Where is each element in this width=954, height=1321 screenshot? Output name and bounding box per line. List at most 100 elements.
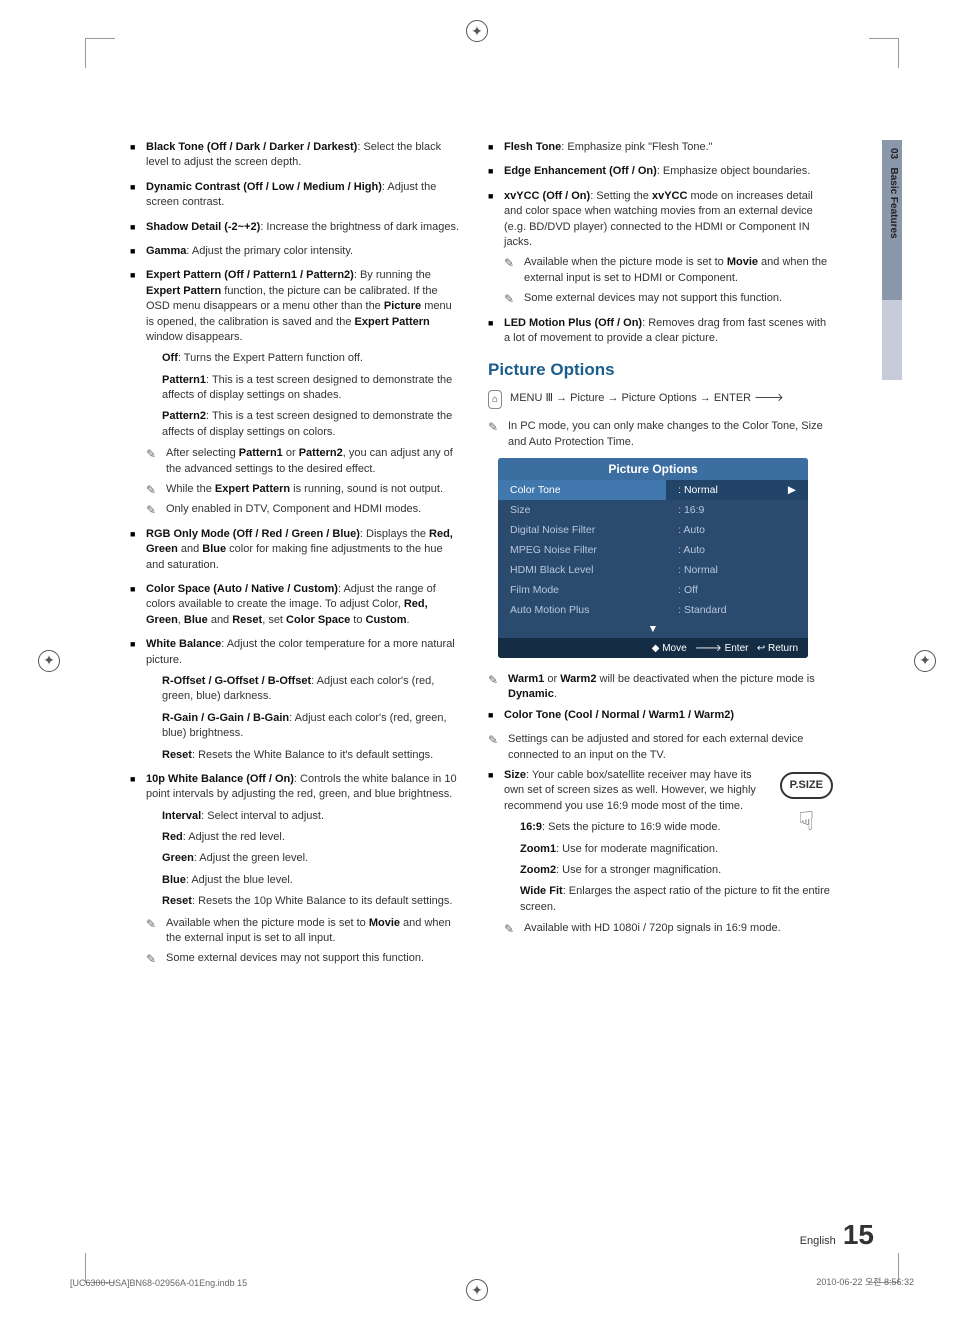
options-table: Color Tone: Normal▶Size: 16:9Digital Noi… — [498, 480, 808, 620]
remote-icon: ⌂ — [488, 390, 502, 409]
options-row[interactable]: Auto Motion Plus: Standard — [498, 600, 808, 620]
left-list: Black Tone (Off / Dark / Darker / Darkes… — [130, 140, 460, 967]
note-item: After selecting Pattern1 or Pattern2, yo… — [146, 446, 460, 477]
content-columns: Black Tone (Off / Dark / Darker / Darkes… — [130, 140, 874, 976]
list-item: P.SIZE☟Size: Your cable box/satellite re… — [488, 768, 833, 937]
sub-item: Zoom1: Use for moderate magnification. — [520, 842, 833, 857]
list-item: xvYCC (Off / On): Setting the xvYCC mode… — [488, 189, 833, 307]
arrow-right-icon[interactable]: ▶ — [776, 480, 808, 500]
registration-mark-icon — [466, 20, 488, 42]
return-hint: ↩ Return — [757, 643, 798, 654]
list-item: Color Space (Auto / Native / Custom): Ad… — [130, 582, 460, 628]
note-item: Available when the picture mode is set t… — [504, 255, 833, 286]
sub-item: R-Offset / G-Offset / B-Offset: Adjust e… — [162, 674, 460, 705]
note-item: Settings can be adjusted and stored for … — [488, 732, 833, 763]
option-label: Auto Motion Plus — [498, 600, 666, 620]
options-row[interactable]: Color Tone: Normal▶ — [498, 480, 808, 500]
sub-item: Reset: Resets the 10p White Balance to i… — [162, 894, 460, 909]
options-row[interactable]: MPEG Noise Filter: Auto — [498, 540, 808, 560]
section-heading: Picture Options — [488, 360, 833, 380]
page-number: English 15 — [800, 1219, 874, 1251]
item-sublist: Interval: Select interval to adjust. Red:… — [162, 809, 460, 910]
scroll-down-icon: ▼ — [498, 620, 808, 638]
item-sublist: R-Offset / G-Offset / B-Offset: Adjust e… — [162, 674, 460, 763]
registration-mark-icon — [466, 1279, 488, 1301]
list-item: Dynamic Contrast (Off / Low / Medium / H… — [130, 180, 460, 211]
item-text: White Balance: Adjust the color temperat… — [146, 638, 455, 665]
manual-page: 03 Basic Features Black Tone (Off / Dark… — [0, 0, 954, 1321]
sub-item: Interval: Select interval to adjust. — [162, 809, 460, 824]
hand-icon: ☟ — [780, 803, 833, 839]
note-item: Some external devices may not support th… — [146, 951, 460, 966]
sub-item: Green: Adjust the green level. — [162, 851, 460, 866]
psize-button[interactable]: P.SIZE — [780, 772, 833, 799]
options-box-title: Picture Options — [498, 458, 808, 480]
item-text: Color Space (Auto / Native / Custom): Ad… — [146, 583, 436, 626]
option-label: Color Tone — [498, 480, 666, 500]
options-row[interactable]: Digital Noise Filter: Auto — [498, 520, 808, 540]
item-text: LED Motion Plus (Off / On): Removes drag… — [504, 317, 826, 344]
right-bottom-list: Warm1 or Warm2 will be deactivated when … — [488, 672, 833, 936]
crop-mark — [869, 38, 899, 68]
sub-item: Pattern2: This is a test screen designed… — [162, 409, 460, 440]
option-label: HDMI Black Level — [498, 560, 666, 580]
page-lang: English — [800, 1235, 836, 1247]
item-text: Edge Enhancement (Off / On): Emphasize o… — [504, 165, 810, 177]
list-item: RGB Only Mode (Off / Red / Green / Blue)… — [130, 527, 460, 573]
list-item: Flesh Tone: Emphasize pink "Flesh Tone." — [488, 140, 833, 155]
options-row[interactable]: HDMI Black Level: Normal — [498, 560, 808, 580]
menu-path: ⌂ MENU Ⅲ → Picture → Picture Options → E… — [488, 390, 833, 409]
right-top-list: Flesh Tone: Emphasize pink "Flesh Tone."… — [488, 140, 833, 346]
footer-filename: [UC6300-USA]BN68-02956A-01Eng.indb 15 — [70, 1278, 247, 1288]
list-item: White Balance: Adjust the color temperat… — [130, 637, 460, 763]
option-value: : 16:9 — [666, 500, 776, 520]
note-item: Available when the picture mode is set t… — [146, 916, 460, 947]
move-hint: ◆ Move — [652, 643, 687, 654]
item-text: RGB Only Mode (Off / Red / Green / Blue)… — [146, 528, 453, 571]
list-item: Black Tone (Off / Dark / Darker / Darkes… — [130, 140, 460, 171]
sub-item: Blue: Adjust the blue level. — [162, 873, 460, 888]
page-num-value: 15 — [843, 1219, 874, 1250]
options-row[interactable]: Size: 16:9 — [498, 500, 808, 520]
options-footer: ◆ Move 🡒 Enter ↩ Return — [498, 638, 808, 658]
list-item: Gamma: Adjust the primary color intensit… — [130, 244, 460, 259]
option-value: : Auto — [666, 520, 776, 540]
item-text: 10p White Balance (Off / On): Controls t… — [146, 773, 457, 800]
pc-mode-note: In PC mode, you can only make changes to… — [488, 419, 833, 450]
note-item: While the Expert Pattern is running, sou… — [146, 482, 460, 497]
sub-item: Red: Adjust the red level. — [162, 830, 460, 845]
left-column: Black Tone (Off / Dark / Darker / Darkes… — [130, 140, 460, 976]
list-item: LED Motion Plus (Off / On): Removes drag… — [488, 316, 833, 347]
chapter-number: 03 — [888, 148, 899, 159]
item-text: xvYCC (Off / On): Setting the xvYCC mode… — [504, 190, 813, 248]
item-text: Dynamic Contrast (Off / Low / Medium / H… — [146, 181, 436, 208]
chapter-label: 03 Basic Features — [888, 148, 899, 239]
item-text: Expert Pattern (Off / Pattern1 / Pattern… — [146, 269, 452, 343]
sub-item: Zoom2: Use for a stronger magnification. — [520, 863, 833, 878]
option-label: Size — [498, 500, 666, 520]
sub-item: Pattern1: This is a test screen designed… — [162, 373, 460, 404]
item-text: Color Tone (Cool / Normal / Warm1 / Warm… — [504, 709, 734, 721]
psize-illustration: P.SIZE ☟ — [780, 772, 833, 840]
note-text: In PC mode, you can only make changes to… — [508, 420, 823, 447]
options-row[interactable]: Film Mode: Off — [498, 580, 808, 600]
option-value: : Off — [666, 580, 776, 600]
note-item: Available with HD 1080i / 720p signals i… — [504, 921, 833, 936]
option-value: : Normal — [666, 560, 776, 580]
sub-item: Off: Turns the Expert Pattern function o… — [162, 351, 460, 366]
registration-mark-icon — [914, 650, 936, 672]
item-text: Gamma: Adjust the primary color intensit… — [146, 245, 353, 257]
list-item: Color Tone (Cool / Normal / Warm1 / Warm… — [488, 708, 833, 723]
note-item: Warm1 or Warm2 will be deactivated when … — [488, 672, 833, 703]
option-value: : Normal — [666, 480, 776, 500]
chapter-text: Basic Features — [888, 167, 899, 238]
item-text: Shadow Detail (-2~+2): Increase the brig… — [146, 221, 459, 233]
menu-path-text: MENU Ⅲ → Picture → Picture Options → ENT… — [510, 390, 784, 407]
note-item: Only enabled in DTV, Component and HDMI … — [146, 502, 460, 517]
right-column: Flesh Tone: Emphasize pink "Flesh Tone."… — [488, 140, 833, 976]
option-label: Digital Noise Filter — [498, 520, 666, 540]
sub-item: R-Gain / G-Gain / B-Gain: Adjust each co… — [162, 711, 460, 742]
item-sublist: Off: Turns the Expert Pattern function o… — [162, 351, 460, 440]
list-item: Edge Enhancement (Off / On): Emphasize o… — [488, 164, 833, 179]
chapter-stripe — [882, 300, 902, 380]
